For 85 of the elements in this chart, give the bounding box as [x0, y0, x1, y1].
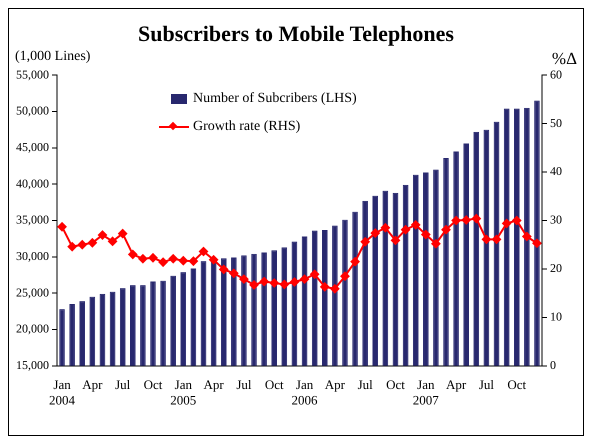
point: [401, 225, 410, 234]
point: [532, 238, 542, 248]
point: [380, 223, 390, 232]
point: [472, 214, 481, 224]
point: [58, 222, 67, 232]
x-tick-label: Oct: [144, 377, 163, 392]
x-tick-label: Jan 2007: [412, 377, 440, 408]
y2-tick-label: 20: [550, 261, 562, 276]
point: [108, 236, 118, 246]
point: [250, 280, 259, 290]
x-tick-label: Jan 2005: [170, 377, 196, 408]
y-tick-label: 25,000: [16, 285, 49, 300]
y2-tick-label: 40: [550, 164, 562, 178]
y-axis-title: (1,000 Lines): [15, 49, 90, 65]
point: [199, 247, 208, 256]
point: [522, 232, 532, 241]
x-tick-label: Jul: [358, 377, 374, 392]
y-tick-label: 20,000: [16, 322, 49, 336]
point: [492, 234, 502, 244]
point: [88, 238, 97, 248]
y-tick-label: 50,000: [16, 104, 49, 118]
point: [431, 239, 440, 248]
x-tick-label: Oct: [264, 377, 284, 392]
x-tick-label: Apr: [324, 377, 346, 392]
point: [360, 237, 370, 246]
point: [502, 218, 512, 228]
point: [320, 282, 330, 292]
y-tick-label: 30,000: [16, 248, 49, 263]
point: [138, 254, 148, 264]
point: [280, 280, 289, 289]
point: [78, 240, 87, 250]
point: [350, 257, 360, 266]
y2-tick-label: 60: [550, 67, 562, 82]
y2-tick-label: 30: [550, 212, 562, 227]
point: [300, 274, 310, 284]
point: [330, 284, 340, 294]
legend-label: Number of Subcribers (LHS): [193, 90, 357, 108]
point: [290, 278, 299, 287]
point: [411, 220, 420, 230]
x-tick-label: Jan 2004: [49, 377, 76, 408]
point: [421, 230, 430, 240]
legend-label: Growth rate (RHS): [193, 118, 300, 136]
y-tick-label: 35,000: [16, 212, 49, 227]
point: [452, 216, 461, 225]
point: [462, 216, 471, 225]
point: [178, 256, 188, 266]
point: [310, 270, 320, 279]
y-tick-label: 45,000: [16, 140, 49, 154]
point: [260, 277, 269, 286]
x-tick-label: Oct: [507, 377, 527, 392]
x-tick-label: Oct: [386, 377, 406, 392]
point: [128, 250, 138, 259]
point: [340, 272, 350, 281]
point: [512, 216, 522, 225]
point: [482, 234, 491, 244]
point: [239, 274, 248, 284]
y2-tick-label: 10: [550, 310, 562, 324]
x-tick-label: Jul: [115, 377, 131, 392]
chart-title: Subscribers to Mobile Telephones: [137, 21, 455, 47]
point: [370, 228, 380, 238]
x-tick-label: Apr: [446, 377, 467, 392]
point: [229, 268, 238, 278]
point: [98, 230, 107, 240]
point: [219, 264, 228, 274]
x-tick-label: Jan 2006: [292, 377, 318, 408]
point: [168, 254, 178, 264]
y2-tick-label: 50: [550, 116, 562, 130]
x-tick-label: Apr: [82, 377, 104, 392]
y-tick-label: 55,000: [16, 67, 49, 82]
point: [68, 242, 77, 252]
y2-axis-title: %Δ: [552, 49, 577, 69]
point: [148, 253, 158, 262]
point: [442, 225, 451, 234]
point: [270, 278, 279, 288]
x-tick-label: Jul: [478, 377, 494, 392]
point: [158, 258, 168, 267]
point: [390, 236, 400, 245]
point: [188, 256, 198, 266]
y-tick-label: 15,000: [16, 358, 49, 372]
point: [118, 229, 128, 238]
x-tick-label: Jul: [236, 377, 252, 392]
y2-tick-label: 0: [550, 358, 556, 372]
x-tick-label: Apr: [204, 377, 224, 392]
point: [209, 255, 218, 264]
y-tick-label: 40,000: [16, 176, 49, 190]
